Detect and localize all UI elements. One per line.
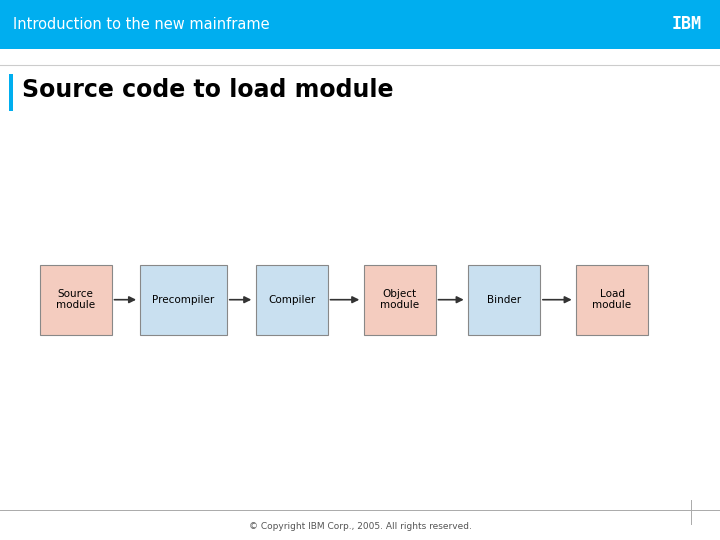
Text: Load
module: Load module xyxy=(593,289,631,310)
FancyBboxPatch shape xyxy=(9,74,13,111)
FancyBboxPatch shape xyxy=(468,265,540,335)
Text: Source
module: Source module xyxy=(56,289,95,310)
Text: Binder: Binder xyxy=(487,295,521,305)
FancyBboxPatch shape xyxy=(40,265,112,335)
Text: IBM: IBM xyxy=(672,15,702,33)
FancyBboxPatch shape xyxy=(140,265,227,335)
Text: Introduction to the new mainframe: Introduction to the new mainframe xyxy=(13,17,269,32)
FancyBboxPatch shape xyxy=(256,265,328,335)
FancyBboxPatch shape xyxy=(364,265,436,335)
FancyBboxPatch shape xyxy=(576,265,648,335)
Text: Object
module: Object module xyxy=(380,289,419,310)
Text: Compiler: Compiler xyxy=(268,295,315,305)
Text: © Copyright IBM Corp., 2005. All rights reserved.: © Copyright IBM Corp., 2005. All rights … xyxy=(248,522,472,531)
Text: Source code to load module: Source code to load module xyxy=(22,78,393,102)
Text: Precompiler: Precompiler xyxy=(153,295,215,305)
FancyBboxPatch shape xyxy=(0,0,720,49)
